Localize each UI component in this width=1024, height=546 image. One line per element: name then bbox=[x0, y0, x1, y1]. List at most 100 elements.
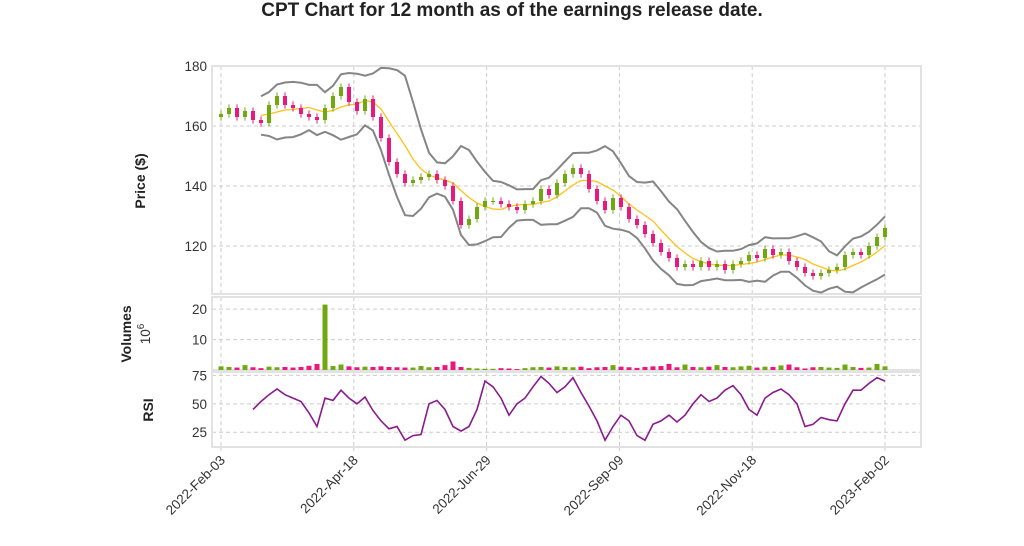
volume-bar bbox=[506, 368, 512, 370]
candle-body bbox=[267, 105, 271, 123]
volume-bar bbox=[282, 366, 288, 370]
candle-body bbox=[763, 249, 767, 258]
volume-bar bbox=[274, 367, 280, 370]
candle-body bbox=[539, 189, 543, 201]
candle-body bbox=[619, 198, 623, 207]
volume-bar bbox=[602, 366, 608, 370]
x-tick-label: 2022-Nov-18 bbox=[694, 453, 760, 519]
candle-body bbox=[395, 162, 399, 174]
price-panel-frame bbox=[211, 65, 922, 295]
volume-bar bbox=[450, 361, 456, 370]
candle-body bbox=[571, 168, 575, 174]
volume-bar bbox=[338, 364, 344, 370]
volume-bar bbox=[314, 363, 320, 370]
candle-body bbox=[787, 252, 791, 261]
volume-bar bbox=[234, 367, 240, 370]
candle-body bbox=[299, 108, 303, 114]
volume-bar bbox=[226, 366, 232, 370]
volume-bar bbox=[674, 367, 680, 370]
volume-bar bbox=[546, 367, 552, 370]
volume-bar bbox=[242, 365, 248, 370]
axes-labels: Price ($) Volumes 106 RSI 2022-Feb-03 202… bbox=[118, 59, 892, 518]
rsi-tick-label: 25 bbox=[192, 425, 207, 440]
candle-body bbox=[235, 108, 239, 117]
candle-body bbox=[387, 138, 391, 162]
price-tick-label: 180 bbox=[184, 59, 207, 74]
volume-panel-frame bbox=[211, 296, 922, 371]
lower-bollinger-band bbox=[260, 123, 886, 294]
candle-body bbox=[883, 228, 887, 237]
candle-body bbox=[243, 111, 247, 117]
candle-body bbox=[595, 189, 599, 201]
candle-body bbox=[291, 105, 295, 108]
volume-bar bbox=[874, 363, 880, 370]
candle-body bbox=[451, 186, 455, 201]
upper-bollinger-band bbox=[260, 66, 886, 257]
candle-body bbox=[339, 87, 343, 96]
candle-body bbox=[411, 180, 415, 183]
volume-bar bbox=[570, 367, 576, 370]
candle-body bbox=[715, 264, 719, 267]
candle-body bbox=[419, 177, 423, 180]
volume-bar bbox=[290, 367, 296, 370]
candle-body bbox=[555, 183, 559, 195]
volume-bar bbox=[738, 366, 744, 370]
candle-body bbox=[755, 255, 759, 258]
volume-bar bbox=[858, 367, 864, 370]
volume-bar bbox=[834, 367, 840, 370]
candle-body bbox=[731, 264, 735, 270]
x-tick-label: 2022-Jun-29 bbox=[430, 453, 494, 517]
candle-body bbox=[443, 180, 447, 186]
candle-body bbox=[323, 108, 327, 120]
volume-bar bbox=[586, 368, 592, 370]
volume-bar bbox=[378, 366, 384, 370]
volume-bar bbox=[258, 368, 264, 370]
candle-body bbox=[219, 114, 223, 117]
volume-bar bbox=[458, 366, 464, 370]
volume-bar bbox=[474, 368, 480, 370]
candle-body bbox=[579, 168, 583, 174]
candle-body bbox=[611, 198, 615, 210]
volume-bar bbox=[442, 365, 448, 370]
volume-bar bbox=[346, 366, 352, 370]
price-tick-label: 160 bbox=[184, 119, 207, 134]
volume-bar bbox=[298, 366, 304, 370]
volume-bar bbox=[322, 304, 328, 370]
volume-bar bbox=[714, 365, 720, 370]
volume-bar bbox=[306, 365, 312, 370]
candle-body bbox=[315, 117, 319, 120]
candle-body bbox=[355, 102, 359, 111]
volume-bar bbox=[722, 366, 728, 370]
volume-bar bbox=[490, 368, 496, 370]
candle-body bbox=[499, 201, 503, 204]
volume-bar bbox=[370, 366, 376, 370]
candle-body bbox=[771, 249, 775, 255]
candle-body bbox=[779, 252, 783, 255]
candle-body bbox=[747, 255, 751, 261]
price-tick-label: 120 bbox=[184, 239, 207, 254]
volume-bar bbox=[522, 368, 528, 370]
candle-body bbox=[507, 204, 511, 207]
candle-body bbox=[531, 201, 535, 204]
volume-bar bbox=[394, 367, 400, 370]
volume-bar bbox=[362, 366, 368, 370]
volume-bar bbox=[762, 366, 768, 370]
volume-bar bbox=[250, 367, 256, 370]
candle-body bbox=[603, 201, 607, 210]
volume-bar bbox=[754, 367, 760, 370]
candle-body bbox=[459, 201, 463, 225]
volume-bar bbox=[578, 366, 584, 370]
candle-body bbox=[251, 111, 255, 120]
candle-body bbox=[563, 174, 567, 183]
candle-body bbox=[483, 201, 487, 207]
candle-body bbox=[587, 174, 591, 189]
candle-body bbox=[659, 243, 663, 252]
candle-body bbox=[283, 96, 287, 105]
candle-body bbox=[347, 87, 351, 102]
candle-body bbox=[491, 201, 495, 202]
candle-body bbox=[723, 264, 727, 270]
candle-body bbox=[827, 270, 831, 273]
volume-bar bbox=[386, 366, 392, 370]
candle-body bbox=[371, 99, 375, 117]
